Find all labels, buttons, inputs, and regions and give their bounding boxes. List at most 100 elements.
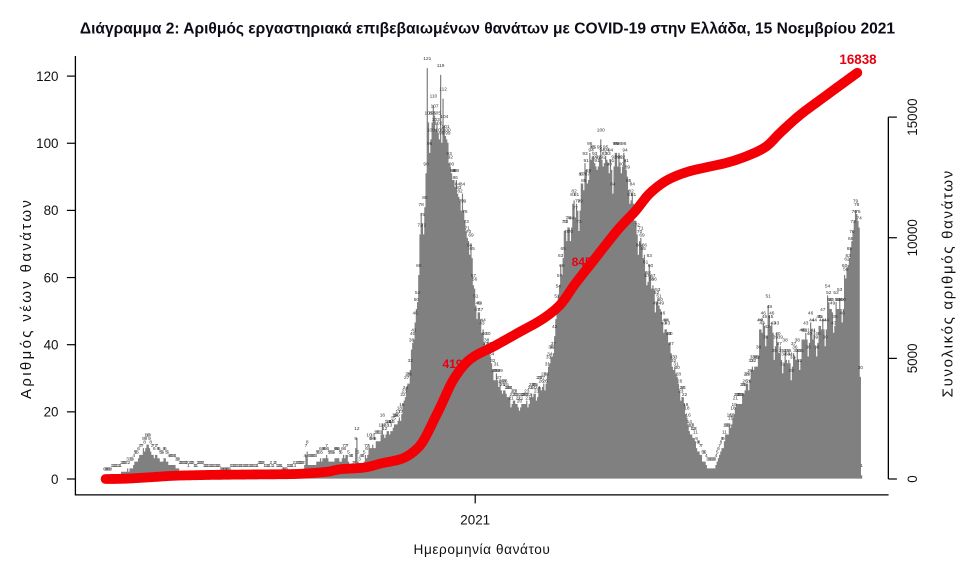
svg-text:40: 40 <box>485 331 491 337</box>
svg-text:16: 16 <box>392 412 398 418</box>
svg-text:2: 2 <box>301 460 304 466</box>
svg-text:52: 52 <box>415 290 421 296</box>
svg-text:1: 1 <box>294 463 297 469</box>
svg-text:22: 22 <box>523 392 529 398</box>
svg-text:39: 39 <box>823 334 829 340</box>
svg-text:3: 3 <box>358 456 361 462</box>
svg-text:13: 13 <box>387 423 393 429</box>
svg-text:1: 1 <box>233 463 236 469</box>
svg-text:25: 25 <box>529 382 535 388</box>
svg-text:92: 92 <box>618 155 624 161</box>
svg-text:39: 39 <box>778 334 784 340</box>
svg-text:1: 1 <box>205 463 208 469</box>
svg-text:34: 34 <box>489 351 495 357</box>
svg-text:2: 2 <box>199 460 202 466</box>
svg-text:6: 6 <box>335 446 338 452</box>
svg-text:1: 1 <box>214 463 217 469</box>
svg-text:1: 1 <box>271 463 274 469</box>
svg-text:6: 6 <box>337 446 340 452</box>
svg-text:36: 36 <box>814 345 820 351</box>
svg-text:1: 1 <box>113 463 116 469</box>
svg-text:4: 4 <box>312 453 315 459</box>
svg-text:20: 20 <box>44 405 59 420</box>
svg-text:60: 60 <box>559 263 565 269</box>
svg-text:107: 107 <box>431 104 439 110</box>
svg-text:50: 50 <box>841 297 847 303</box>
svg-text:9: 9 <box>369 436 372 442</box>
svg-text:5: 5 <box>339 450 342 456</box>
svg-text:12: 12 <box>690 426 696 432</box>
svg-text:9: 9 <box>370 436 373 442</box>
svg-text:2: 2 <box>300 460 303 466</box>
svg-text:8: 8 <box>306 440 309 446</box>
svg-text:1: 1 <box>231 463 234 469</box>
svg-text:61: 61 <box>643 260 649 266</box>
svg-text:4: 4 <box>309 453 312 459</box>
svg-text:65: 65 <box>847 246 853 252</box>
svg-text:104: 104 <box>440 114 448 120</box>
svg-text:2: 2 <box>185 460 188 466</box>
svg-text:44: 44 <box>480 317 486 323</box>
svg-text:40: 40 <box>666 331 672 337</box>
svg-text:2: 2 <box>192 460 195 466</box>
svg-text:1: 1 <box>250 463 253 469</box>
svg-text:46: 46 <box>761 311 767 317</box>
svg-text:69: 69 <box>468 233 474 239</box>
svg-text:49: 49 <box>476 300 482 306</box>
svg-text:4: 4 <box>174 453 177 459</box>
svg-text:81: 81 <box>631 192 637 198</box>
svg-text:32: 32 <box>751 358 757 364</box>
svg-text:57: 57 <box>650 273 656 279</box>
svg-text:52: 52 <box>833 290 839 296</box>
svg-text:28: 28 <box>676 372 682 378</box>
svg-text:92: 92 <box>596 155 602 161</box>
svg-text:100: 100 <box>427 127 435 133</box>
svg-text:99: 99 <box>445 131 451 137</box>
svg-text:35: 35 <box>784 348 790 354</box>
svg-text:24: 24 <box>679 385 685 391</box>
svg-text:6: 6 <box>341 446 344 452</box>
svg-text:28: 28 <box>744 372 750 378</box>
svg-text:22: 22 <box>682 392 688 398</box>
svg-text:3: 3 <box>131 456 134 462</box>
svg-text:1: 1 <box>239 463 242 469</box>
svg-text:13: 13 <box>379 423 385 429</box>
svg-text:69: 69 <box>639 233 645 239</box>
svg-text:35: 35 <box>779 348 785 354</box>
svg-text:88: 88 <box>586 168 592 174</box>
svg-text:24: 24 <box>530 385 536 391</box>
svg-text:7: 7 <box>305 443 308 449</box>
svg-text:22: 22 <box>734 392 740 398</box>
svg-text:92: 92 <box>615 155 621 161</box>
svg-text:56: 56 <box>651 277 657 283</box>
svg-text:29: 29 <box>497 368 503 374</box>
svg-text:32: 32 <box>490 358 496 364</box>
svg-text:5: 5 <box>704 450 707 456</box>
svg-text:2: 2 <box>269 460 272 466</box>
svg-text:36: 36 <box>550 345 556 351</box>
svg-text:50: 50 <box>658 297 664 303</box>
svg-text:26: 26 <box>499 378 505 384</box>
svg-text:33: 33 <box>750 355 756 361</box>
svg-text:43: 43 <box>770 321 776 327</box>
svg-text:60: 60 <box>842 263 848 269</box>
svg-text:33: 33 <box>546 355 552 361</box>
svg-text:38: 38 <box>484 338 490 344</box>
svg-text:44: 44 <box>757 317 763 323</box>
svg-text:95: 95 <box>591 144 597 150</box>
svg-text:1: 1 <box>194 463 197 469</box>
svg-text:0: 0 <box>226 467 229 473</box>
svg-text:11: 11 <box>374 429 379 435</box>
svg-text:47: 47 <box>474 307 480 313</box>
svg-text:51: 51 <box>554 294 560 300</box>
svg-text:2021: 2021 <box>460 513 490 528</box>
svg-text:90: 90 <box>449 161 455 167</box>
svg-text:65: 65 <box>561 246 567 252</box>
svg-text:6: 6 <box>157 446 160 452</box>
svg-text:5: 5 <box>347 450 350 456</box>
svg-text:4: 4 <box>362 453 365 459</box>
svg-text:4: 4 <box>359 453 362 459</box>
svg-text:1: 1 <box>266 463 269 469</box>
svg-text:1: 1 <box>232 463 235 469</box>
svg-text:33: 33 <box>790 355 796 361</box>
